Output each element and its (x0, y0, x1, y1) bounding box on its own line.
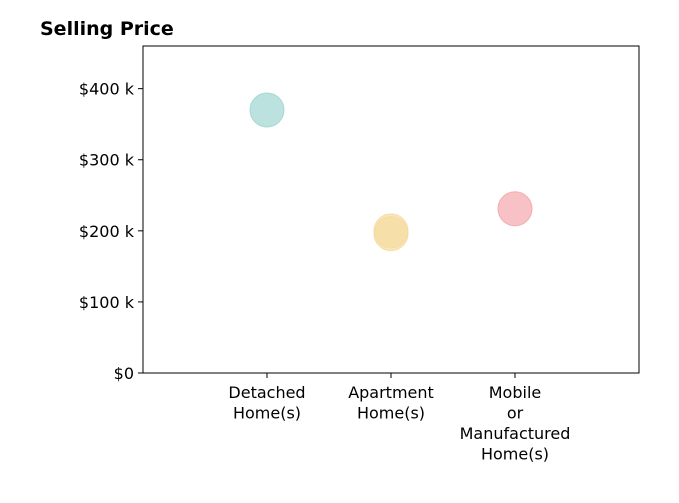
plot-area-frame (142, 45, 640, 374)
data-point (497, 191, 533, 227)
chart-title: Selling Price (40, 18, 174, 40)
y-tick-label: $100 k (79, 293, 135, 312)
y-tick-label: $400 k (79, 80, 135, 99)
x-axis: Detached Home(s) Apartment Home(s) Mobile or M… (228, 373, 570, 464)
y-tick-label: $200 k (79, 222, 135, 241)
y-tick-label: $0 (114, 364, 134, 383)
data-point (373, 216, 409, 252)
y-tick-label: $300 k (79, 151, 135, 170)
data-points (249, 92, 533, 252)
y-axis: $0 $100 k $200 k $300 k $400 k (79, 80, 143, 383)
data-point (249, 92, 285, 128)
x-tick-label: Detached Home(s) (228, 383, 305, 423)
x-tick-label: Apartment Home(s) (348, 383, 434, 423)
x-tick-label: Mobile or Manufactured Home(s) (460, 383, 571, 464)
